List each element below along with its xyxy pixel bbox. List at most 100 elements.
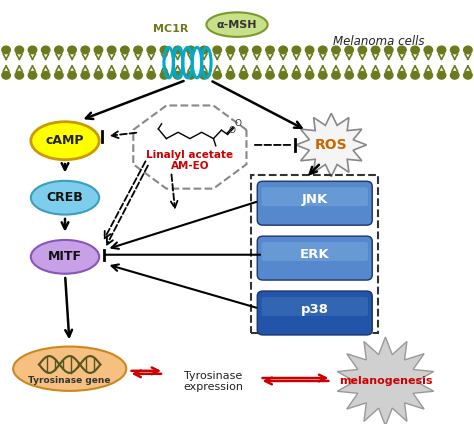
Circle shape (305, 46, 314, 54)
Circle shape (2, 71, 10, 79)
FancyBboxPatch shape (262, 242, 368, 261)
Circle shape (266, 46, 274, 54)
Circle shape (319, 71, 327, 79)
Circle shape (120, 71, 129, 79)
Text: ERK: ERK (300, 248, 329, 261)
Text: ROS: ROS (315, 138, 347, 152)
Circle shape (253, 71, 261, 79)
Ellipse shape (13, 346, 126, 391)
Circle shape (371, 46, 380, 54)
Ellipse shape (31, 240, 99, 274)
FancyBboxPatch shape (257, 236, 372, 280)
Circle shape (411, 46, 419, 54)
Text: CREB: CREB (46, 191, 83, 204)
Ellipse shape (206, 12, 268, 37)
Circle shape (450, 71, 459, 79)
Circle shape (239, 46, 248, 54)
Text: O: O (229, 126, 236, 135)
Circle shape (305, 71, 314, 79)
FancyBboxPatch shape (262, 187, 368, 206)
FancyArrowPatch shape (62, 219, 68, 229)
Circle shape (464, 46, 472, 54)
Circle shape (200, 71, 208, 79)
Circle shape (213, 71, 221, 79)
Circle shape (438, 46, 446, 54)
Circle shape (398, 71, 406, 79)
FancyArrowPatch shape (111, 202, 256, 249)
Circle shape (213, 46, 221, 54)
Circle shape (226, 46, 235, 54)
Circle shape (384, 46, 393, 54)
Circle shape (292, 46, 301, 54)
Circle shape (358, 71, 366, 79)
FancyArrowPatch shape (310, 165, 319, 174)
Circle shape (81, 46, 90, 54)
FancyArrowPatch shape (86, 81, 183, 119)
Text: Melanoma cells: Melanoma cells (333, 35, 424, 48)
Circle shape (81, 71, 90, 79)
Circle shape (134, 71, 142, 79)
Circle shape (28, 46, 36, 54)
Ellipse shape (31, 181, 99, 215)
Circle shape (160, 46, 169, 54)
Circle shape (253, 46, 261, 54)
FancyBboxPatch shape (257, 181, 372, 225)
FancyArrowPatch shape (105, 162, 146, 238)
Circle shape (120, 46, 129, 54)
FancyArrowPatch shape (171, 174, 177, 208)
Circle shape (266, 71, 274, 79)
Text: MITF: MITF (48, 250, 82, 264)
Circle shape (345, 46, 354, 54)
Text: p38: p38 (301, 303, 329, 316)
Circle shape (68, 71, 76, 79)
Circle shape (424, 71, 433, 79)
Polygon shape (133, 105, 246, 189)
FancyArrowPatch shape (111, 264, 256, 308)
Circle shape (332, 46, 340, 54)
Polygon shape (337, 337, 434, 425)
Circle shape (28, 71, 36, 79)
Text: AM-EO: AM-EO (171, 161, 209, 171)
Circle shape (424, 46, 433, 54)
Circle shape (239, 71, 248, 79)
Circle shape (371, 71, 380, 79)
Text: MC1R: MC1R (154, 24, 189, 34)
Circle shape (464, 71, 472, 79)
Circle shape (398, 46, 406, 54)
Circle shape (332, 71, 340, 79)
Circle shape (147, 71, 155, 79)
Circle shape (108, 71, 116, 79)
Circle shape (147, 46, 155, 54)
Circle shape (41, 46, 50, 54)
Circle shape (55, 71, 63, 79)
Circle shape (94, 46, 103, 54)
Circle shape (384, 71, 393, 79)
Text: Linalyl acetate: Linalyl acetate (146, 150, 233, 161)
Circle shape (450, 46, 459, 54)
Circle shape (438, 71, 446, 79)
Text: α-MSH: α-MSH (217, 20, 257, 30)
Polygon shape (296, 113, 366, 177)
Circle shape (173, 46, 182, 54)
FancyArrowPatch shape (111, 131, 136, 138)
Circle shape (200, 46, 208, 54)
Text: Tyrosinase gene: Tyrosinase gene (28, 376, 111, 385)
Circle shape (226, 71, 235, 79)
Text: JNK: JNK (301, 193, 328, 206)
Circle shape (2, 46, 10, 54)
FancyBboxPatch shape (262, 297, 368, 316)
Circle shape (319, 46, 327, 54)
FancyBboxPatch shape (257, 291, 372, 335)
Circle shape (55, 46, 63, 54)
FancyArrowPatch shape (62, 163, 68, 170)
Circle shape (279, 71, 287, 79)
Circle shape (292, 71, 301, 79)
Text: melanogenesis: melanogenesis (339, 377, 432, 386)
Circle shape (15, 71, 24, 79)
Circle shape (94, 71, 103, 79)
FancyArrowPatch shape (212, 82, 301, 128)
Circle shape (187, 46, 195, 54)
Circle shape (358, 46, 366, 54)
Circle shape (41, 71, 50, 79)
Text: O: O (235, 119, 242, 128)
